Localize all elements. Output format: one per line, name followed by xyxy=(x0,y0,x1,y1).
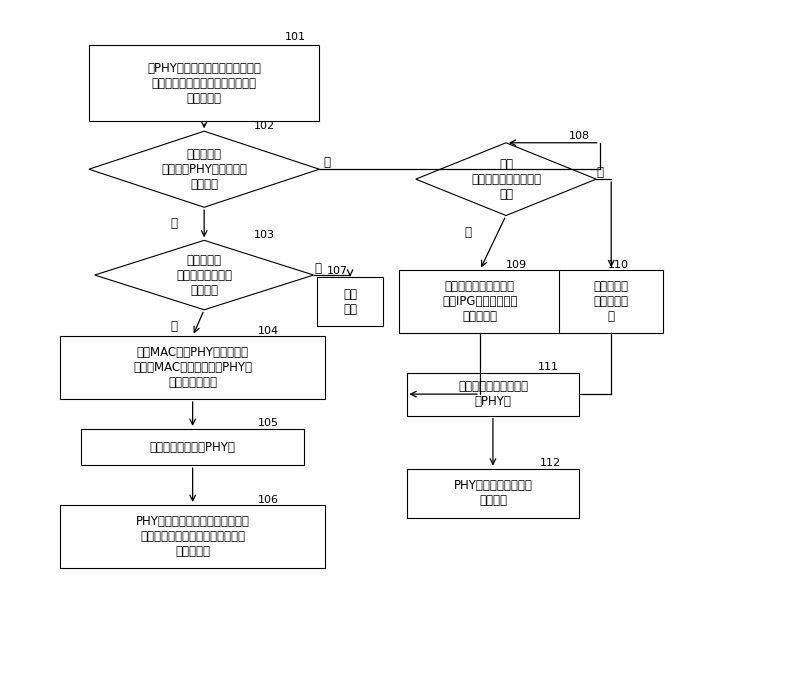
Text: 109: 109 xyxy=(506,260,527,270)
Text: 否: 否 xyxy=(597,166,603,179)
Text: 111: 111 xyxy=(538,362,559,372)
Text: 101: 101 xyxy=(285,32,306,41)
Bar xyxy=(60,336,325,399)
Text: 110: 110 xyxy=(607,260,628,270)
Text: 106: 106 xyxy=(258,495,279,504)
Text: 包间隙调整
模块判断PHY层是否请求
传输间隙: 包间隙调整 模块判断PHY层是否请求 传输间隙 xyxy=(162,147,247,191)
Bar xyxy=(406,469,579,518)
Text: 104: 104 xyxy=(258,326,279,336)
Text: 判断
缓存中是否有待发送的
数据: 判断 缓存中是否有待发送的 数据 xyxy=(471,158,541,200)
Text: 包间隙调整
模块判断缓存空间
是否足够: 包间隙调整 模块判断缓存空间 是否足够 xyxy=(176,254,232,296)
Bar xyxy=(559,270,663,333)
Text: 108: 108 xyxy=(569,132,590,141)
Text: 107: 107 xyxy=(327,267,348,276)
Text: 将当前所有
数据放入缓
存: 将当前所有 数据放入缓 存 xyxy=(594,280,629,323)
Text: 105: 105 xyxy=(258,418,279,428)
Text: 否: 否 xyxy=(314,262,321,275)
Polygon shape xyxy=(89,131,319,207)
Text: 进行
告警: 进行 告警 xyxy=(343,287,357,316)
Bar xyxy=(399,270,561,333)
Bar xyxy=(89,45,319,121)
Bar xyxy=(60,505,325,568)
Bar xyxy=(82,429,304,465)
Text: 从缓存中取出数据发送
到PHY层: 从缓存中取出数据发送 到PHY层 xyxy=(458,380,528,408)
Text: PHY层传输正常的数据
给接收端: PHY层传输正常的数据 给接收端 xyxy=(454,480,532,507)
Text: 103: 103 xyxy=(254,230,275,240)
Text: 102: 102 xyxy=(254,121,275,131)
Text: 暂停MAC层向PHY层传输的数
据，将MAC层需要传输到PHY层
的数据放入缓存: 暂停MAC层向PHY层传输的数 据，将MAC层需要传输到PHY层 的数据放入缓存 xyxy=(133,346,252,389)
Bar xyxy=(406,373,579,415)
Text: PHY层将可替换标识替换为需要传
输的额外信息，然后将额外信息传
输给接收端: PHY层将可替换标识替换为需要传 输的额外信息，然后将额外信息传 输给接收端 xyxy=(136,515,250,558)
Text: 丢弃当前要发送的数据
中的IPG，将剩余的数
据放入缓存: 丢弃当前要发送的数据 中的IPG，将剩余的数 据放入缓存 xyxy=(442,280,518,323)
Text: 否: 否 xyxy=(323,156,330,169)
Text: 是: 是 xyxy=(170,320,177,333)
Text: 当PHY层需要传输额外信息时，向
包间隙调整模块请求传输额外信息
的传输间隙: 当PHY层需要传输额外信息时，向 包间隙调整模块请求传输额外信息 的传输间隙 xyxy=(147,62,261,105)
Text: 是: 是 xyxy=(170,217,177,230)
Bar xyxy=(318,277,382,327)
Polygon shape xyxy=(416,143,596,216)
Text: 是: 是 xyxy=(464,225,471,238)
Text: 112: 112 xyxy=(540,458,561,469)
Text: 发送可替换标识到PHY层: 发送可替换标识到PHY层 xyxy=(150,440,235,453)
Polygon shape xyxy=(94,240,314,310)
